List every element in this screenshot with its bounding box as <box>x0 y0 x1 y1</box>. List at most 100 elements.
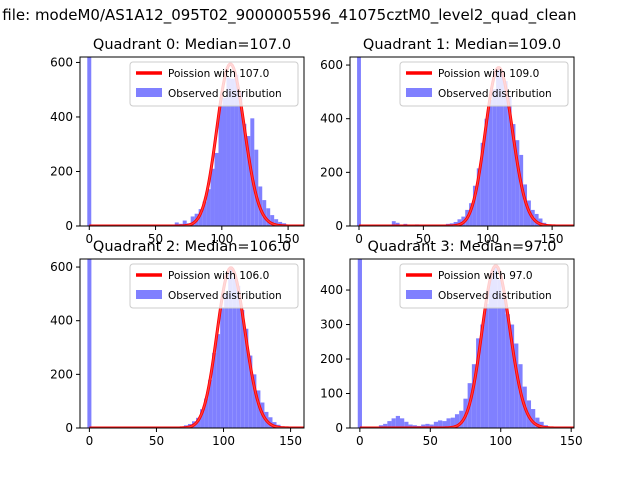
x-tick-label: 100 <box>210 232 233 246</box>
histogram-bar <box>224 293 229 428</box>
y-tick-label: 200 <box>50 164 73 178</box>
histogram-bar <box>266 208 271 226</box>
histogram-bar <box>238 92 243 226</box>
poisson-curve <box>89 266 304 428</box>
y-tick-label: 600 <box>50 260 73 274</box>
histogram-bar <box>87 259 92 428</box>
histogram-bar <box>454 414 460 428</box>
legend-label-observed: Observed distribution <box>438 290 552 302</box>
histogram-bar <box>228 269 233 428</box>
axes-frame <box>79 56 305 227</box>
legend-label-observed: Observed distribution <box>168 88 282 100</box>
histogram-bar <box>505 314 510 428</box>
histogram-bar <box>438 420 443 428</box>
histogram-bar <box>236 285 241 428</box>
histogram-bar <box>450 417 455 428</box>
x-tick-label: 100 <box>489 434 512 448</box>
histogram-bar <box>244 328 249 428</box>
histogram-bar <box>499 73 504 226</box>
chart-title: Quadrant 2: Median=106.0 <box>93 239 291 255</box>
histogram-bar <box>208 379 213 428</box>
legend-swatch-observed <box>406 290 432 299</box>
poisson-curve <box>359 264 574 428</box>
histogram-bar <box>457 219 462 226</box>
histogram-bar <box>501 296 506 428</box>
legend-label-observed: Observed distribution <box>438 88 552 100</box>
x-tick-label: 50 <box>148 232 163 246</box>
histogram-bar <box>395 222 400 226</box>
histogram-bar <box>442 421 447 428</box>
histogram-bar <box>492 89 497 226</box>
legend: Poission with 97.0 Observed distribution <box>399 263 569 309</box>
poisson-curve-highlight <box>359 67 574 226</box>
legend-box <box>129 61 299 107</box>
histogram-bar <box>469 203 473 226</box>
poisson-curve <box>89 62 304 226</box>
histogram-bar <box>387 421 392 428</box>
histogram-bar <box>210 168 215 226</box>
y-tick-label: 300 <box>320 318 343 332</box>
histogram-bar <box>200 409 205 428</box>
chart-title: Quadrant 3: Median=97.0 <box>368 239 557 255</box>
x-tick-label: 0 <box>355 232 363 246</box>
histogram-bar <box>509 324 515 428</box>
histogram-bar <box>404 421 409 428</box>
histogram-bar <box>252 374 257 428</box>
legend-label-poisson: Poission with 109.0 <box>438 68 539 80</box>
figure-title: n file: modeM0/AS1A12_095T02_9000005596_… <box>0 6 577 24</box>
y-tick-label: 200 <box>50 367 73 381</box>
legend: Poission with 106.0 Observed distribution <box>129 263 299 309</box>
histogram-bar <box>503 81 508 226</box>
y-tick-label: 400 <box>320 283 343 297</box>
legend-label-poisson: Poission with 106.0 <box>168 270 269 282</box>
histogram-bar <box>492 265 498 428</box>
legend-label-poisson: Poission with 97.0 <box>438 270 533 282</box>
histogram-bar <box>531 409 536 428</box>
histogram-bar <box>87 57 92 226</box>
histogram-bar <box>400 418 405 428</box>
x-tick-label: 50 <box>423 434 438 448</box>
histogram-bar <box>515 140 520 226</box>
chart-title: Quadrant 0: Median=107.0 <box>93 37 291 53</box>
histogram-bar <box>471 364 477 428</box>
plot-area <box>357 57 574 226</box>
histogram-bar <box>391 418 396 428</box>
histogram-bar <box>226 77 231 226</box>
histogram-bar <box>459 410 464 428</box>
legend-label-poisson: Poission with 107.0 <box>168 68 269 80</box>
histogram-bar <box>204 398 209 428</box>
histogram-bar <box>274 219 279 226</box>
y-tick-label: 600 <box>50 55 73 69</box>
y-tick-label: 0 <box>65 421 73 435</box>
histogram-bar <box>488 276 493 428</box>
histogram-bar <box>496 69 500 226</box>
histogram-bar <box>472 185 477 226</box>
y-tick-label: 400 <box>50 314 73 328</box>
plot-area <box>87 259 304 428</box>
axes-frame <box>79 258 305 429</box>
histogram-bar <box>357 259 362 428</box>
histogram-bar <box>357 57 361 226</box>
histogram-bar <box>538 218 543 226</box>
legend-box <box>399 61 569 107</box>
legend-label-observed: Observed distribution <box>168 290 282 302</box>
legend-swatch-observed <box>136 290 162 299</box>
histogram-bar <box>262 200 267 226</box>
histogram-bar <box>212 352 217 428</box>
x-tick-label: 0 <box>85 232 93 246</box>
y-tick-label: 0 <box>335 219 343 233</box>
x-tick-label: 150 <box>277 232 300 246</box>
plot-area <box>87 57 304 226</box>
histogram-bar <box>206 189 211 226</box>
histogram-bar <box>248 355 253 428</box>
chart-quadrant-2: 0 50 100 150 0 200 400 600 Quadrant 2: Median=10… <box>50 239 305 448</box>
histogram-bar <box>484 303 489 428</box>
histogram-bar <box>242 123 247 226</box>
histogram-bar <box>222 97 227 226</box>
histogram-bar <box>391 221 396 226</box>
x-tick-label: 50 <box>149 434 164 448</box>
histogram-bar <box>246 136 251 226</box>
histogram-bar <box>234 74 239 226</box>
poisson-curve-highlight <box>359 265 574 428</box>
